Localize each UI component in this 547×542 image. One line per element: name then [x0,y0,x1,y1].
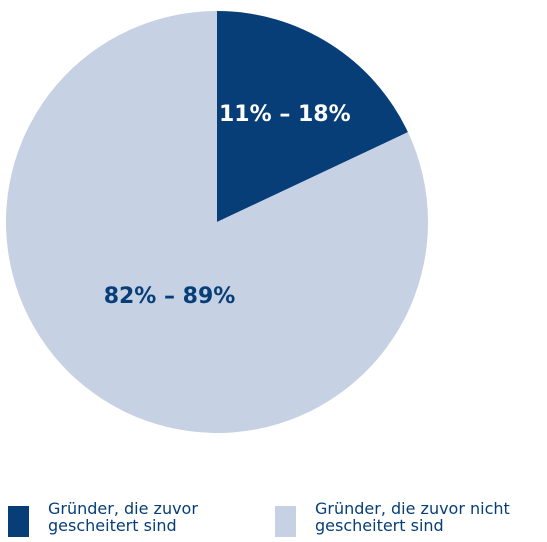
legend-swatch [275,506,296,537]
data-label: 82% – 89% [104,284,236,309]
legend-label: Gründer, die zuvor gescheitert sind [48,499,198,535]
legend-item: Gründer, die zuvor nicht gescheitert sin… [275,500,547,537]
legend-label: Gründer, die zuvor nicht gescheitert sin… [315,499,510,535]
legend-swatch [8,506,29,537]
chart: 11% – 18% 82% – 89% [6,11,428,434]
pie-slice [6,11,428,434]
legend-item: Gründer, die zuvor gescheitert sind [8,500,228,537]
pie-slice [217,11,408,222]
data-label: 11% – 18% [219,102,351,127]
